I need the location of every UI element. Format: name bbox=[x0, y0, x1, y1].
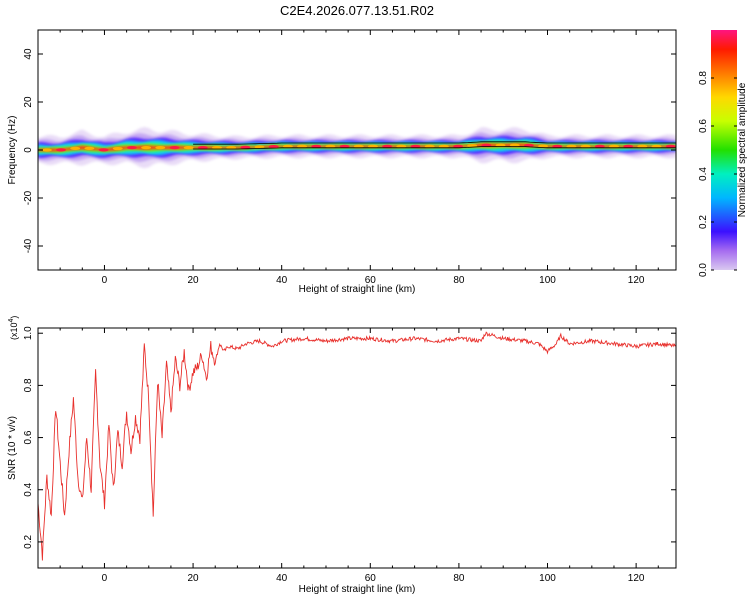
band-peak bbox=[608, 144, 619, 148]
band-peak bbox=[453, 144, 464, 148]
x-tick-label: 80 bbox=[453, 573, 465, 584]
band-peak bbox=[623, 144, 634, 148]
band-peak bbox=[552, 144, 563, 148]
x-tick-label: 60 bbox=[365, 573, 377, 584]
band-peak bbox=[410, 144, 421, 148]
snr-frame bbox=[37, 327, 677, 569]
y-tick-label: 1.0 bbox=[23, 326, 34, 340]
y-tick-label: -20 bbox=[23, 190, 34, 205]
band-peak bbox=[112, 146, 123, 151]
band-peak bbox=[367, 144, 378, 148]
snr-y-axis-label: SNR (10 * v/v) bbox=[7, 416, 18, 480]
band-peak bbox=[254, 145, 265, 149]
band-peak bbox=[382, 144, 393, 148]
band-peak bbox=[594, 144, 605, 148]
y-tick-label: -40 bbox=[23, 238, 34, 253]
snr-series bbox=[38, 331, 676, 561]
spectrogram-x-ticks: 0 20 40 60 80 100 120 bbox=[37, 30, 659, 286]
x-tick-label: 20 bbox=[188, 573, 200, 584]
spectral-band bbox=[38, 127, 676, 169]
band-peak bbox=[211, 146, 222, 150]
band-peak bbox=[169, 146, 180, 150]
band-peak bbox=[396, 144, 407, 148]
band-peak bbox=[268, 145, 279, 149]
x-tick-label: 0 bbox=[102, 573, 108, 584]
band-peak bbox=[566, 144, 577, 148]
colorbar: 0.0 0.2 0.4 0.6 0.8 Normalized spectral ampl… bbox=[698, 30, 748, 277]
band-peak bbox=[495, 143, 506, 147]
band-peak bbox=[240, 145, 251, 149]
band-peak bbox=[580, 144, 591, 148]
band-contour bbox=[193, 146, 676, 150]
band-peak bbox=[155, 146, 166, 150]
x-tick-label: 40 bbox=[276, 275, 288, 286]
x-tick-label: 0 bbox=[102, 275, 108, 286]
colorbar-tick-label: 0.6 bbox=[698, 119, 709, 133]
colorbar-tick-label: 0.0 bbox=[698, 263, 709, 277]
y-tick-label: 0.8 bbox=[23, 378, 34, 392]
colorbar-tick-label: 0.2 bbox=[698, 215, 709, 229]
y-tick-label: 0.2 bbox=[23, 535, 34, 549]
y-tick-label: 0.6 bbox=[23, 430, 34, 444]
snr-y-ticks: 1.0 0.8 0.6 0.4 0.2 bbox=[23, 326, 676, 549]
band-peak bbox=[84, 146, 95, 150]
snr-x-ticks: 0 20 40 60 80 100 120 bbox=[37, 328, 659, 584]
band-peak bbox=[481, 143, 492, 147]
band-peak bbox=[70, 146, 81, 150]
band-peak bbox=[226, 146, 237, 150]
band-peak bbox=[509, 143, 520, 147]
band-peak bbox=[282, 144, 293, 148]
band-peak bbox=[56, 148, 67, 152]
x-tick-label: 40 bbox=[276, 573, 288, 584]
band-peak bbox=[438, 144, 449, 148]
snr-line bbox=[38, 331, 676, 561]
spectrogram-x-axis-label: Height of straight line (km) bbox=[299, 284, 416, 295]
spectrogram-y-ticks: 40 20 0 -20 -40 bbox=[23, 48, 676, 253]
snr-panel: 0 20 40 60 80 100 120 1.0 0.8 0.6 0.4 0.2 Height o… bbox=[7, 316, 677, 595]
band-peak bbox=[141, 146, 152, 150]
y-tick-label: 0 bbox=[23, 147, 34, 153]
x-tick-label: 120 bbox=[628, 573, 645, 584]
x-tick-label: 120 bbox=[628, 275, 645, 286]
x-tick-label: 100 bbox=[539, 275, 556, 286]
band-peak bbox=[325, 144, 336, 148]
colorbar-ticks: 0.0 0.2 0.4 0.6 0.8 bbox=[698, 71, 737, 277]
x-tick-label: 100 bbox=[539, 573, 556, 584]
band-peak bbox=[467, 144, 478, 148]
band-peak bbox=[41, 148, 52, 152]
band-peak bbox=[126, 146, 137, 150]
x-tick-label: 60 bbox=[365, 275, 377, 286]
colorbar-tick-label: 0.8 bbox=[698, 71, 709, 85]
band-peak bbox=[98, 148, 109, 152]
band-peak bbox=[637, 144, 648, 148]
snr-x-axis-label: Height of straight line (km) bbox=[299, 584, 416, 595]
colorbar-tick-label: 0.4 bbox=[698, 167, 709, 181]
band-peak bbox=[523, 143, 534, 147]
spectrogram-y-axis-label: Frequency (Hz) bbox=[7, 116, 18, 185]
snr-scale-note: (x104) bbox=[8, 316, 19, 340]
band-peak bbox=[311, 144, 322, 148]
band-peak bbox=[665, 144, 676, 148]
band-peak bbox=[297, 144, 308, 148]
chart-title: C2E4.2026.077.13.51.R02 bbox=[280, 3, 434, 18]
spectrogram-panel: 0 20 40 60 80 100 120 40 20 0 -20 -40 Height of st… bbox=[7, 29, 677, 295]
band-peak bbox=[339, 144, 350, 148]
y-tick-label: 0.4 bbox=[23, 482, 34, 496]
y-tick-label: 40 bbox=[23, 48, 34, 60]
x-tick-label: 80 bbox=[453, 275, 465, 286]
band-peak bbox=[651, 144, 662, 148]
band-peak bbox=[538, 144, 549, 148]
band-peak bbox=[197, 146, 208, 150]
band-peak bbox=[353, 144, 364, 148]
x-tick-label: 20 bbox=[188, 275, 200, 286]
colorbar-label: Normalized spectral amplitude bbox=[737, 82, 748, 217]
band-contour bbox=[193, 141, 676, 145]
colorbar-gradient bbox=[711, 30, 737, 270]
band-peak bbox=[183, 146, 194, 150]
band-peak bbox=[424, 144, 435, 148]
y-tick-label: 20 bbox=[23, 96, 34, 108]
